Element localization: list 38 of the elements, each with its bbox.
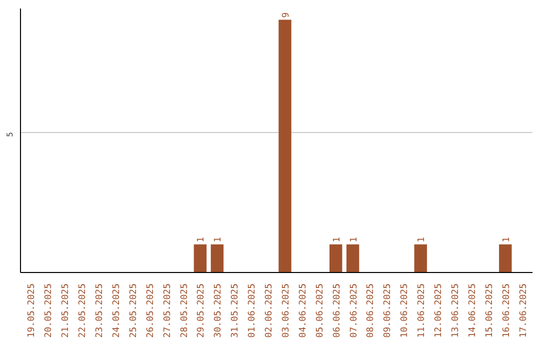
x-tick-label: 29.05.2025: [196, 283, 207, 338]
x-tick-label: 07.06.2025: [349, 283, 360, 338]
x-tick-label: 25.05.2025: [128, 283, 139, 338]
x-tick-label: 05.06.2025: [315, 283, 326, 338]
x-tick-label: 10.06.2025: [400, 283, 410, 338]
data-label: 1: [349, 236, 360, 242]
data-label: 1: [332, 236, 342, 242]
x-tick-label: 30.05.2025: [214, 283, 224, 338]
data-label: 1: [214, 236, 224, 242]
x-tick-label: 23.05.2025: [94, 283, 105, 338]
x-tick-label: 03.06.2025: [281, 283, 292, 338]
x-tick-label: 24.05.2025: [112, 283, 122, 338]
x-tick-label: 13.06.2025: [451, 283, 462, 338]
x-tick-label: 26.05.2025: [146, 283, 156, 338]
x-tick-label: 28.05.2025: [180, 283, 190, 338]
x-tick-label: 21.05.2025: [61, 283, 72, 338]
x-tick-label: 04.06.2025: [298, 283, 308, 338]
x-tick-label: 08.06.2025: [366, 283, 376, 338]
data-label: 9: [281, 12, 292, 18]
y-tick-label: 5: [6, 132, 14, 137]
x-tick-label: 20.05.2025: [44, 283, 54, 338]
x-tick-label: 22.05.2025: [78, 283, 88, 338]
x-tick-label: 27.05.2025: [162, 283, 173, 338]
x-tick-label: 16.06.2025: [502, 283, 512, 338]
data-label: 1: [502, 236, 512, 242]
x-tick-label: 01.06.2025: [248, 283, 258, 338]
x-tick-label: 31.05.2025: [230, 283, 241, 338]
data-label: 1: [196, 236, 207, 242]
x-tick-label: 12.06.2025: [434, 283, 444, 338]
x-tick-label: 14.06.2025: [468, 283, 478, 338]
x-tick-label: 02.06.2025: [264, 283, 275, 338]
x-tick-label: 11.06.2025: [417, 283, 428, 338]
x-tick-label: 19.05.2025: [27, 283, 38, 338]
x-tick-label: 15.06.2025: [484, 283, 495, 338]
x-tick-label: 17.06.2025: [518, 283, 529, 338]
x-tick-label: 06.06.2025: [332, 283, 342, 338]
data-label: 1: [417, 236, 428, 242]
x-tick-label: 09.06.2025: [383, 283, 394, 338]
